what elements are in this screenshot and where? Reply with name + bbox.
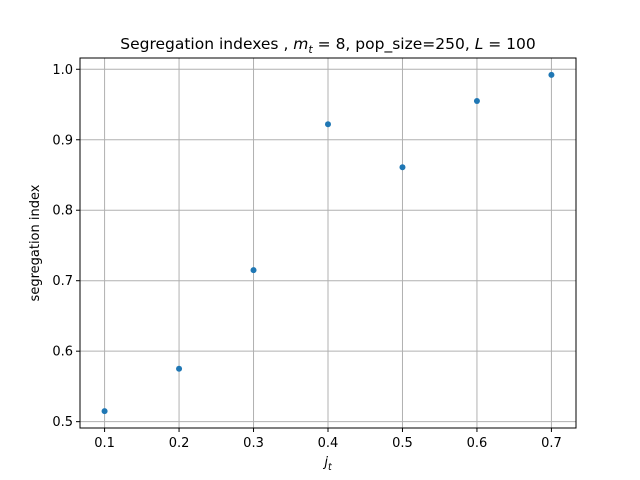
y-tick-label: 1.0 [52, 63, 73, 78]
x-tick-label: 0.3 [243, 436, 264, 451]
data-point [548, 71, 555, 78]
y-tick-label: 0.5 [52, 415, 73, 430]
x-axis-ticks: 0.1 0.2 0.3 0.4 0.5 0.6 0.7 [94, 428, 562, 451]
grid [80, 58, 576, 428]
y-tick-label: 0.8 [52, 204, 73, 219]
x-axis-label: jt [322, 455, 333, 473]
y-tick-label: 0.6 [52, 345, 73, 360]
data-point [473, 97, 480, 104]
x-tick-label: 0.6 [467, 436, 488, 451]
chart-title: Segregation indexes , mt = 8, pop_size=2… [120, 35, 536, 56]
y-tick-label: 0.7 [52, 274, 73, 289]
data-point [176, 365, 183, 372]
x-tick-label: 0.2 [169, 436, 190, 451]
data-point [399, 164, 406, 171]
data-point [101, 408, 108, 415]
data-point [325, 121, 331, 128]
y-axis-ticks: 0.5 0.6 0.7 0.8 0.9 1.0 [52, 63, 80, 430]
x-tick-label: 0.5 [392, 436, 413, 451]
x-tick-label: 0.7 [541, 436, 562, 451]
data-point [250, 267, 257, 274]
y-axis-label: segregation index [28, 184, 43, 301]
data-points [101, 71, 555, 415]
y-tick-label: 0.9 [52, 133, 73, 148]
x-tick-label: 0.4 [318, 436, 339, 451]
x-tick-label: 0.1 [94, 436, 115, 451]
